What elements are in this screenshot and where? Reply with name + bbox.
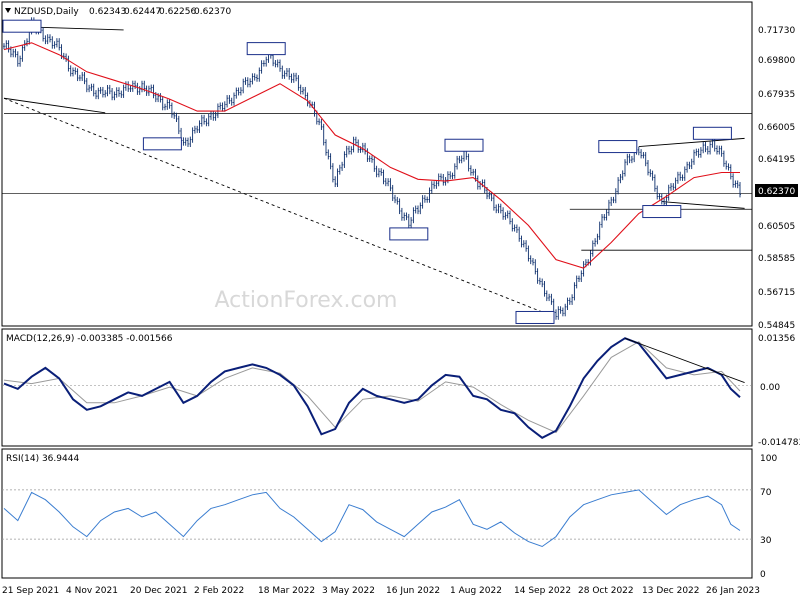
x-tick: 20 Dec 2021 bbox=[130, 586, 188, 596]
price-annotation-box bbox=[692, 126, 732, 140]
macd-y-tick: 0.00 bbox=[760, 383, 780, 393]
rsi-y-tick: 30 bbox=[760, 536, 772, 546]
moving-average-line bbox=[3, 42, 740, 269]
x-tick: 13 Dec 2022 bbox=[642, 586, 700, 596]
x-tick: 14 Sep 2022 bbox=[514, 586, 571, 596]
rsi-y-tick: 70 bbox=[760, 488, 772, 498]
price-annotation-box bbox=[389, 227, 429, 241]
symbol-dropdown-icon[interactable] bbox=[5, 8, 11, 13]
price-annotation-box bbox=[2, 19, 42, 33]
trendline bbox=[3, 97, 106, 114]
x-tick: 21 Sep 2021 bbox=[2, 586, 59, 596]
ohlc-high: 0.62447 bbox=[124, 7, 161, 17]
macd-signal-line bbox=[3, 341, 741, 434]
x-tick: 4 Nov 2021 bbox=[66, 586, 118, 596]
price-annotation-box bbox=[444, 138, 484, 152]
ohlc-low: 0.62256 bbox=[159, 7, 196, 17]
watermark: ActionForex.com bbox=[215, 288, 398, 313]
last-price-box bbox=[755, 184, 798, 197]
price-annotation-box bbox=[598, 140, 638, 154]
ohlc-open: 0.62343 bbox=[89, 7, 126, 17]
price-y-tick: 0.67935 bbox=[758, 90, 795, 100]
ohlc-close: 0.62370 bbox=[194, 7, 231, 17]
x-tick: 3 May 2022 bbox=[322, 586, 375, 596]
price-y-ticks: 0.71730 0.69800 0.67935 0.66005 0.64195 … bbox=[758, 26, 795, 331]
x-tick: 2 Feb 2022 bbox=[194, 586, 244, 596]
price-y-tick: 0.60505 bbox=[758, 222, 795, 232]
trendline bbox=[3, 97, 557, 318]
price-panel-frame bbox=[1, 1, 753, 327]
macd-y-tick: 0.01356 bbox=[758, 334, 795, 344]
macd-main-line bbox=[3, 337, 741, 439]
x-axis: 21 Sep 2021 4 Nov 2021 20 Dec 2021 2 Feb… bbox=[2, 586, 760, 596]
x-tick: 26 Jan 2023 bbox=[706, 586, 760, 596]
price-y-tick: 0.58585 bbox=[758, 254, 795, 264]
price-annotation-box bbox=[642, 205, 682, 219]
x-tick: 1 Aug 2022 bbox=[450, 586, 502, 596]
last-price-label: 0.62370 bbox=[758, 187, 795, 197]
x-tick: 28 Oct 2022 bbox=[578, 586, 634, 596]
price-y-tick: 0.64195 bbox=[758, 155, 795, 165]
trendline bbox=[661, 201, 745, 209]
price-y-tick: 0.54845 bbox=[758, 321, 795, 331]
macd-panel-frame bbox=[1, 328, 753, 447]
price-annotation-box bbox=[515, 310, 555, 324]
price-annotation-box bbox=[142, 137, 182, 151]
rsi-panel-frame bbox=[1, 448, 753, 579]
x-tick: 18 Mar 2022 bbox=[258, 586, 315, 596]
rsi-y-tick: 100 bbox=[760, 454, 777, 464]
macd-y-tick: -0.014783 bbox=[758, 438, 800, 448]
macd-zero-box bbox=[755, 381, 777, 393]
price-y-tick: 0.71730 bbox=[758, 26, 795, 36]
price-y-tick: 0.69800 bbox=[758, 56, 795, 66]
x-tick: 16 Jun 2022 bbox=[386, 586, 440, 596]
price-y-tick: 0.56715 bbox=[758, 288, 795, 298]
rsi-label: RSI(14) 36.9444 bbox=[6, 454, 79, 464]
rsi-line bbox=[3, 489, 741, 548]
symbol-label: NZDUSD,Daily bbox=[14, 7, 79, 17]
macd-trendline bbox=[624, 337, 745, 384]
price-y-tick: 0.66005 bbox=[758, 123, 795, 133]
macd-label: MACD(12,26,9) -0.003385 -0.001566 bbox=[6, 334, 173, 344]
price-annotation-box bbox=[246, 42, 286, 56]
plot-area bbox=[2, 17, 752, 548]
rsi-y-tick: 0 bbox=[760, 570, 766, 580]
